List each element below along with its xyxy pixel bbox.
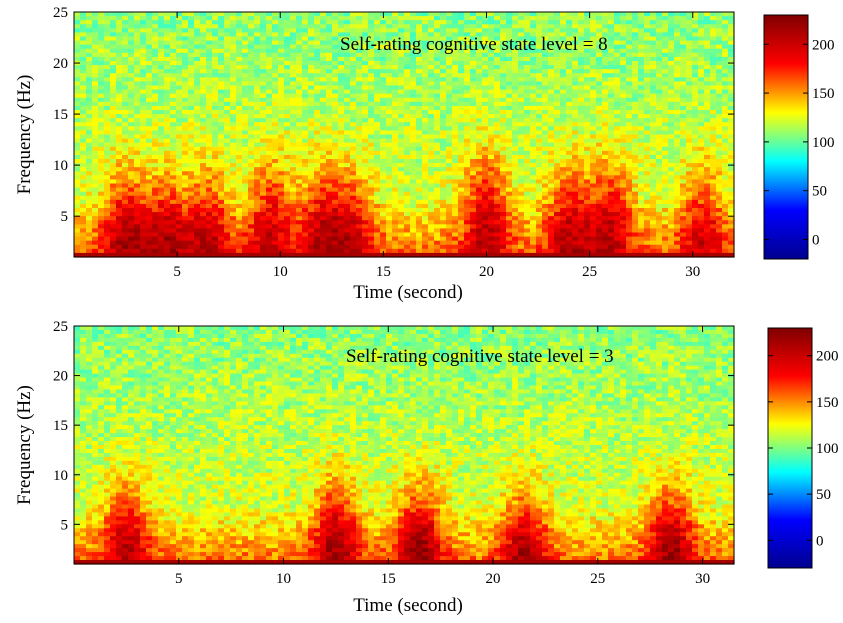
y-tick-label: 5	[61, 517, 69, 533]
colorbar-gradient	[768, 328, 812, 568]
x-tick-label: 20	[479, 264, 494, 280]
y-tick-label: 25	[53, 319, 68, 335]
y-tick-label: 25	[53, 5, 68, 21]
colorbar-tick-label: 50	[816, 487, 831, 503]
x-axis-label: Time (second)	[353, 282, 463, 303]
y-tick-label: 20	[53, 369, 68, 385]
top-spectrogram-panel: 5 10 15 20 25 30 5 10 15 20 25 Self-rating cognit…	[14, 5, 835, 303]
colorbar-tick-label: 150	[812, 86, 835, 102]
colorbar-gradient	[764, 15, 808, 259]
x-tick-label: 25	[582, 264, 597, 280]
y-axis-label: Frequency (Hz)	[14, 385, 35, 505]
colorbar-tick-label: 100	[812, 135, 835, 151]
colorbar-tick-label: 50	[812, 184, 827, 200]
x-tick-label: 5	[175, 571, 183, 587]
colorbar: 0 50 100 150 200	[764, 15, 835, 259]
colorbar-tick-label: 200	[816, 349, 839, 365]
y-tick-label: 5	[61, 209, 69, 225]
x-axis-label: Time (second)	[353, 595, 463, 616]
colorbar-tick-label: 0	[816, 533, 824, 549]
x-tick-label: 20	[486, 571, 501, 587]
y-tick-label: 20	[53, 56, 68, 72]
colorbar: 0 50 100 150 200	[768, 328, 839, 568]
y-tick-label: 10	[53, 158, 68, 174]
x-tick-label: 15	[381, 571, 396, 587]
colorbar-tick-label: 200	[812, 37, 835, 53]
x-tick-label: 15	[376, 264, 391, 280]
x-tick-label: 30	[685, 264, 700, 280]
x-tick-label: 10	[276, 571, 291, 587]
y-tick-label: 15	[53, 107, 68, 123]
x-tick-label: 10	[273, 264, 288, 280]
y-tick-label: 10	[53, 468, 68, 484]
bottom-spectrogram-panel: 5 10 15 20 25 30 5 10 15 20 25 Self-rating cognit…	[14, 319, 839, 616]
x-tick-label: 25	[590, 571, 605, 587]
state-level-annotation: Self-rating cognitive state level = 8	[340, 34, 608, 55]
colorbar-tick-label: 100	[816, 441, 839, 457]
colorbar-tick-label: 0	[812, 232, 820, 248]
colorbar-tick-label: 150	[816, 395, 839, 411]
state-level-annotation: Self-rating cognitive state level = 3	[346, 346, 614, 367]
y-tick-label: 15	[53, 418, 68, 434]
x-tick-label: 30	[695, 571, 710, 587]
y-axis-label: Frequency (Hz)	[14, 75, 35, 195]
x-tick-label: 5	[173, 264, 181, 280]
